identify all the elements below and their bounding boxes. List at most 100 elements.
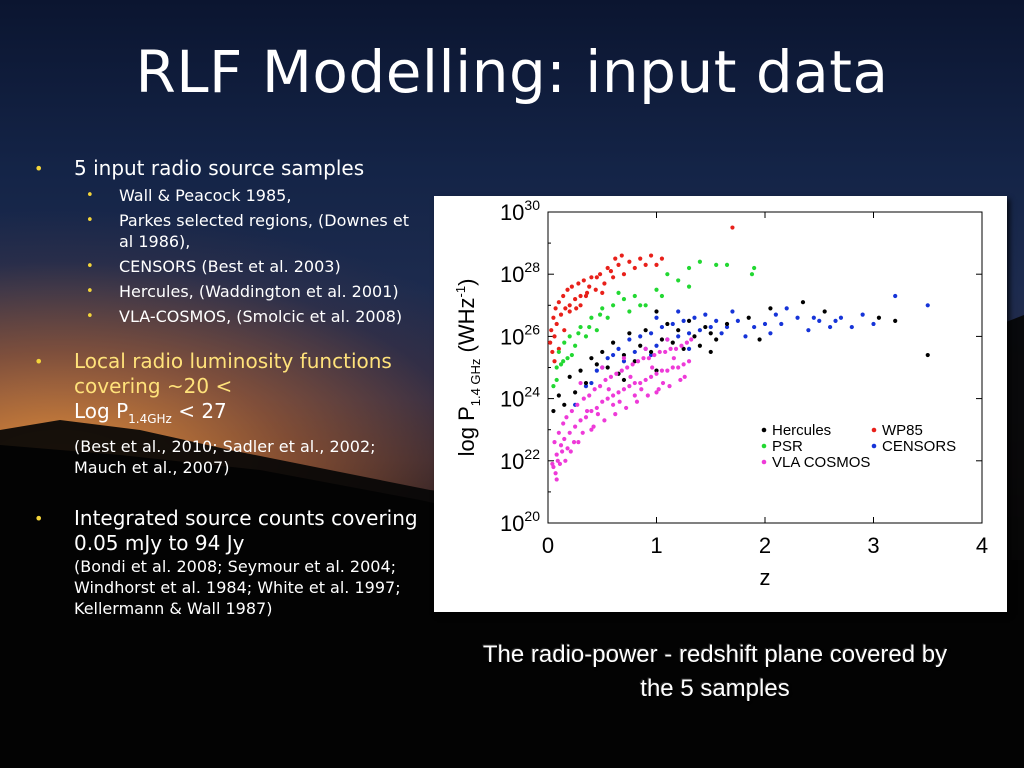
data-point-censors: [659, 324, 665, 330]
data-point-vla-cosmos: [635, 359, 641, 364]
data-point-censors: [594, 368, 599, 373]
data-point-censors: [817, 318, 822, 323]
data-point-psr: [587, 324, 592, 330]
data-point-censors: [708, 324, 713, 330]
data-point-psr: [554, 377, 559, 383]
data-point-vla-cosmos: [689, 337, 694, 342]
data-point-vla-cosmos: [627, 384, 632, 389]
data-point-wp85: [589, 275, 594, 280]
data-point-hercules: [800, 300, 806, 305]
x-tick-label: 1: [650, 533, 662, 558]
data-point-vla-cosmos: [560, 449, 565, 454]
data-point-vla-cosmos: [671, 356, 676, 361]
data-point-vla-cosmos: [686, 359, 692, 364]
data-point-censors: [833, 318, 838, 323]
data-point-hercules: [714, 337, 719, 342]
data-point-censors: [621, 359, 627, 364]
data-point-vla-cosmos: [602, 418, 607, 423]
y-tick-exp: 22: [524, 446, 540, 462]
y-tick-exp: 24: [524, 384, 540, 400]
data-point-censors: [860, 312, 865, 317]
legend-marker: [761, 443, 767, 449]
data-point-wp85: [573, 296, 578, 302]
data-point-vla-cosmos: [555, 458, 560, 463]
data-point-psr: [556, 349, 561, 355]
sub-bullet-item: • Wall & Peacock 1985,: [74, 185, 424, 206]
sub-bullet-item: • VLA-COSMOS, (Smolcic et al. 2008): [74, 306, 424, 327]
data-point-vla-cosmos: [657, 349, 662, 355]
sub-bullet-item: • CENSORS (Best et al. 2003): [74, 256, 424, 277]
data-point-censors: [871, 321, 876, 327]
data-point-censors: [925, 303, 930, 308]
data-point-vla-cosmos: [621, 387, 627, 392]
y-tick-label: 1030: [500, 197, 540, 225]
data-point-wp85: [549, 328, 554, 333]
y-tick-label: 1022: [500, 446, 540, 474]
data-point-hercules: [648, 349, 654, 355]
y-tick-label: 1024: [500, 384, 540, 412]
data-point-wp85: [597, 272, 603, 277]
data-point-vla-cosmos: [654, 390, 659, 395]
data-point-vla-cosmos: [665, 368, 670, 373]
data-point-censors: [795, 315, 800, 320]
data-point-vla-cosmos: [562, 436, 567, 442]
data-point-censors: [686, 331, 692, 336]
data-point-vla-cosmos: [648, 374, 654, 379]
data-point-censors: [730, 309, 735, 314]
data-point-hercules: [681, 346, 686, 351]
data-point-vla-cosmos: [580, 430, 585, 435]
bullet-dot-icon: •: [86, 213, 94, 228]
data-point-hercules: [876, 315, 882, 320]
legend-marker: [871, 427, 877, 433]
y-axis-label: log P1.4 GHz (WHz-1): [453, 279, 483, 457]
data-point-vla-cosmos: [584, 408, 590, 414]
y-label-part: (WHz: [454, 297, 479, 358]
data-point-vla-cosmos: [606, 387, 611, 392]
data-point-vla-cosmos: [630, 362, 635, 367]
data-point-wp85: [551, 315, 556, 320]
x-tick-label: 2: [759, 533, 771, 558]
data-point-vla-cosmos: [589, 408, 594, 414]
data-point-wp85: [574, 306, 579, 311]
data-point-hercules: [562, 402, 567, 407]
data-point-wp85: [552, 334, 557, 339]
data-point-hercules: [768, 306, 773, 311]
data-point-wp85: [562, 328, 567, 333]
data-point-hercules: [925, 352, 930, 358]
data-point-vla-cosmos: [600, 365, 605, 370]
y-tick-label: 1026: [500, 321, 540, 349]
data-point-psr: [600, 306, 605, 311]
data-point-vla-cosmos: [625, 365, 630, 370]
data-point-vla-cosmos: [641, 356, 646, 361]
data-point-hercules: [676, 328, 681, 333]
data-point-vla-cosmos: [673, 346, 679, 351]
data-point-psr: [562, 340, 567, 345]
data-point-censors: [724, 324, 730, 330]
data-point-vla-cosmos: [564, 415, 569, 420]
data-point-psr: [654, 287, 659, 292]
data-point-censors: [714, 318, 719, 323]
legend-marker: [871, 443, 877, 449]
data-point-censors: [735, 318, 740, 323]
data-point-psr: [676, 278, 681, 283]
data-point-vla-cosmos: [581, 396, 586, 401]
data-point-hercules: [654, 309, 659, 314]
data-point-vla-cosmos: [592, 387, 597, 392]
data-point-censors: [654, 343, 659, 348]
sub-bullet-text: CENSORS (Best et al. 2003): [119, 257, 341, 276]
data-point-hercules: [659, 337, 665, 342]
data-point-censors: [605, 356, 610, 361]
data-point-wp85: [581, 278, 586, 283]
data-point-vla-cosmos: [634, 399, 640, 404]
data-point-hercules: [703, 324, 708, 330]
data-point-hercules: [611, 340, 616, 345]
data-point-psr: [616, 290, 621, 295]
legend-label: CENSORS: [882, 438, 956, 455]
data-point-vla-cosmos: [660, 380, 666, 386]
data-point-censors: [784, 306, 789, 311]
bullet-source-counts: • Integrated source counts covering 0.05…: [34, 506, 424, 619]
bullet-text: Local radio luminosity functions coverin…: [74, 349, 392, 398]
data-point-vla-cosmos: [632, 393, 637, 398]
bullet-dot-icon: •: [86, 309, 94, 324]
data-point-censors: [779, 321, 784, 327]
